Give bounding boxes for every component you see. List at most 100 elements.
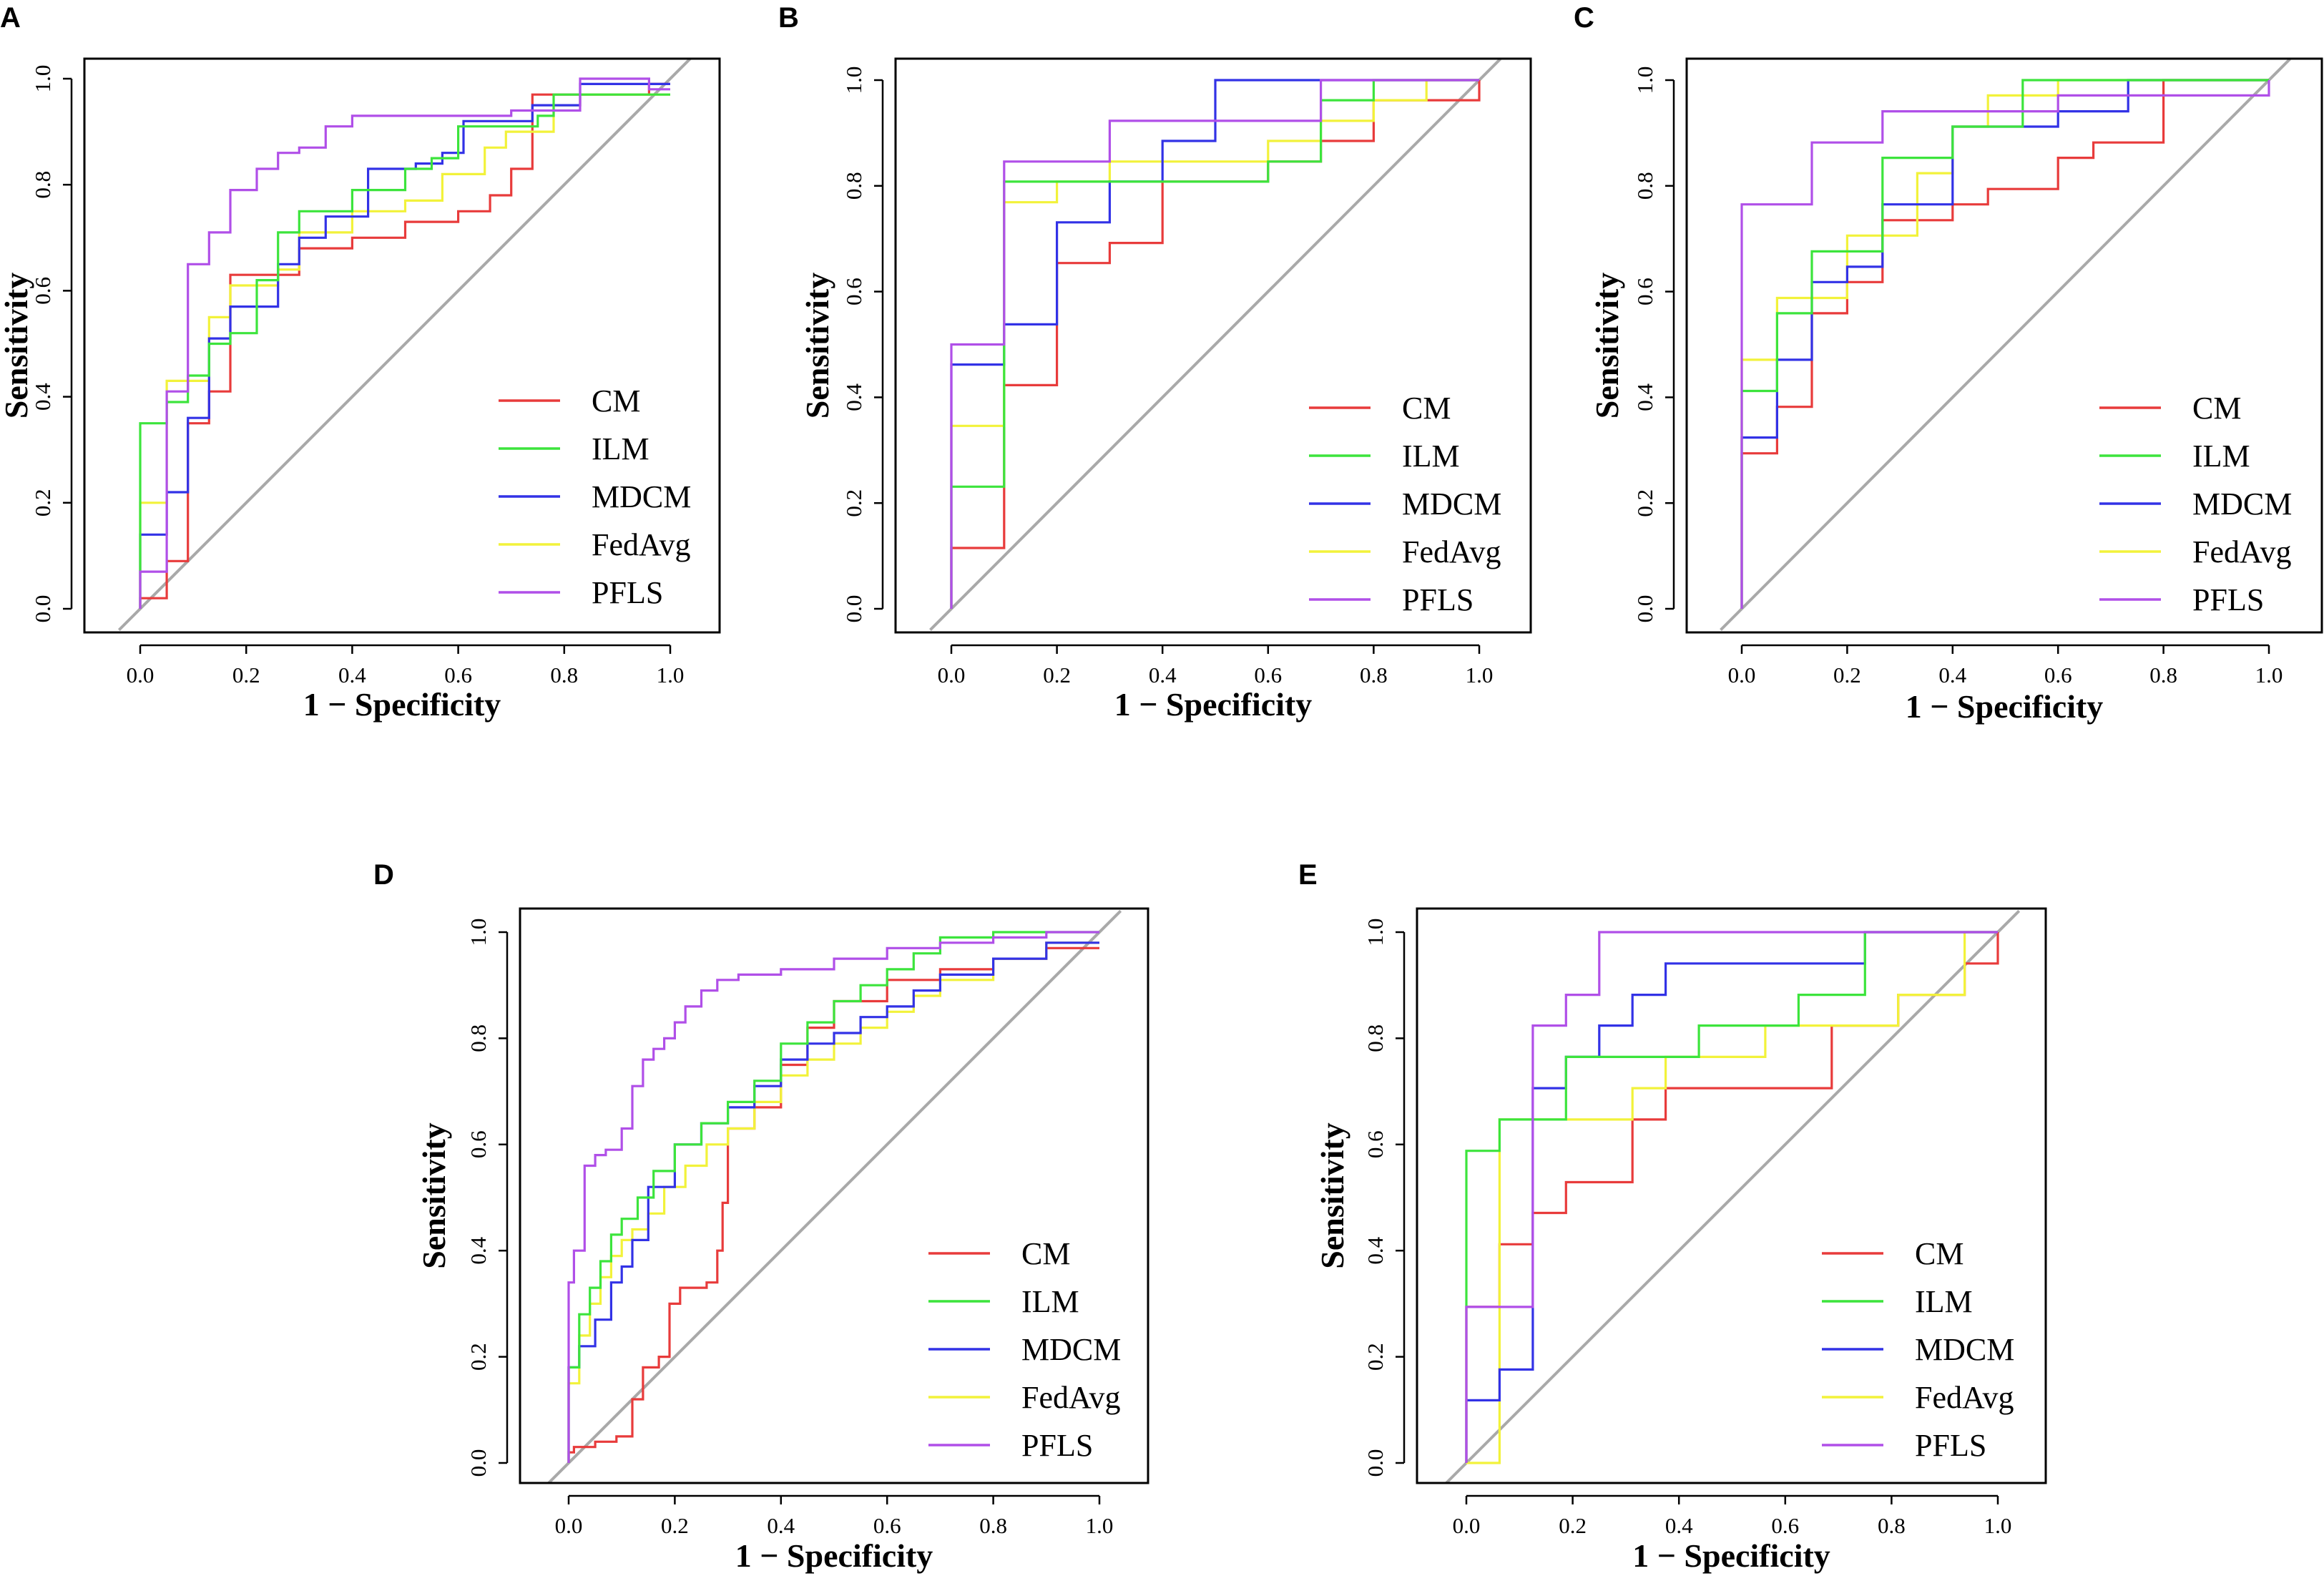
x-tick-label: 0.0 xyxy=(1453,1513,1481,1538)
x-tick-label: 0.6 xyxy=(1771,1513,1799,1538)
y-tick-label: 1.0 xyxy=(466,919,491,946)
x-tick-label: 0.0 xyxy=(555,1513,583,1538)
legend-label: CM xyxy=(1402,391,1451,426)
roc-line-cm xyxy=(139,82,670,609)
legend-label: PFLS xyxy=(1021,1428,1093,1463)
x-tick-label: 0.0 xyxy=(1728,662,1756,687)
y-axis-label: Sensitivity xyxy=(1589,273,1625,418)
y-tick-label: 1.0 xyxy=(841,67,866,94)
x-axis-label: 1 − Specificity xyxy=(735,1537,933,1574)
roc-line-pfls xyxy=(1465,931,1998,1463)
y-tick-label: 0.2 xyxy=(466,1343,491,1371)
legend-label: MDCM xyxy=(1021,1332,1121,1367)
x-tick-label: 0.2 xyxy=(661,1513,689,1538)
legend-label: ILM xyxy=(1021,1284,1079,1319)
y-tick-label: 0.4 xyxy=(1632,383,1657,411)
y-tick-label: 0.0 xyxy=(30,595,55,623)
y-tick-label: 0.4 xyxy=(1363,1236,1388,1264)
x-axis-label: 1 − Specificity xyxy=(303,686,501,723)
roc-line-ilm xyxy=(1465,931,1998,1463)
y-tick-label: 0.8 xyxy=(1632,172,1657,200)
y-tick-label: 0.8 xyxy=(30,171,55,199)
y-tick-label: 1.0 xyxy=(30,65,55,93)
x-tick-label: 1.0 xyxy=(2255,662,2283,687)
legend-label: FedAvg xyxy=(1402,534,1501,569)
panel-C: C 0.0 0.2 0.4 0.6 0.8 1.0 1 − Specificity 0.0 0.2… xyxy=(1574,2,2323,725)
panel-letter: B xyxy=(778,2,799,34)
y-tick-label: 0.6 xyxy=(30,277,55,305)
y-tick-label: 0.2 xyxy=(30,489,55,517)
panel-letter: E xyxy=(1298,859,1318,891)
y-tick-label: 0.0 xyxy=(841,595,866,623)
x-tick-label: 1.0 xyxy=(1086,1513,1114,1538)
roc-line-ilm xyxy=(567,931,1099,1463)
x-tick-label: 0.8 xyxy=(1878,1513,1906,1538)
legend-label: MDCM xyxy=(1402,486,1501,522)
roc-line-pfls xyxy=(139,77,670,609)
roc-line-mdcm xyxy=(567,941,1099,1463)
x-tick-label: 0.4 xyxy=(1149,662,1177,687)
y-tick-label: 0.4 xyxy=(466,1236,491,1264)
y-tick-label: 0.8 xyxy=(841,172,866,200)
y-axis-label: Sensitivity xyxy=(0,273,34,418)
panel-B: B 0.0 0.2 0.4 0.6 0.8 1.0 1 − Specificity 0.0 0.2… xyxy=(778,2,1532,723)
x-tick-label: 0.4 xyxy=(767,1513,795,1538)
legend-label: FedAvg xyxy=(592,527,691,562)
x-tick-label: 1.0 xyxy=(1466,662,1494,687)
chance-diagonal-line xyxy=(1720,59,2291,631)
legend-label: MDCM xyxy=(592,479,691,514)
x-tick-label: 0.4 xyxy=(1665,1513,1693,1538)
panel-A: A 0.0 0.2 0.4 0.6 0.8 1.0 1 − Specificity 0.0 0.2… xyxy=(0,2,721,723)
legend-label: FedAvg xyxy=(1021,1380,1121,1415)
y-tick-label: 0.0 xyxy=(1632,595,1657,623)
plot-frame xyxy=(1685,57,2323,634)
x-tick-label: 0.6 xyxy=(1254,662,1282,687)
plot-frame xyxy=(894,57,1532,634)
y-tick-label: 0.4 xyxy=(30,383,55,411)
x-tick-label: 0.8 xyxy=(1360,662,1388,687)
panel-letter: A xyxy=(0,2,21,34)
legend-label: ILM xyxy=(2192,439,2250,474)
legend-label: ILM xyxy=(592,431,649,466)
y-tick-label: 1.0 xyxy=(1363,919,1388,946)
legend-label: PFLS xyxy=(592,575,663,610)
roc-line-ilm xyxy=(1740,79,2269,609)
panel-letter: D xyxy=(373,859,394,891)
y-axis-label: Sensitivity xyxy=(1314,1122,1350,1268)
y-tick-label: 0.6 xyxy=(841,278,866,305)
x-tick-label: 0.6 xyxy=(2044,662,2072,687)
legend-label: FedAvg xyxy=(2192,534,2292,569)
y-tick-label: 0.8 xyxy=(1363,1024,1388,1052)
y-tick-label: 0.0 xyxy=(1363,1449,1388,1477)
y-tick-label: 0.0 xyxy=(466,1449,491,1477)
x-axis-label: 1 − Specificity xyxy=(1632,1537,1830,1574)
x-tick-label: 0.0 xyxy=(938,662,966,687)
x-tick-label: 0.2 xyxy=(1833,662,1861,687)
x-axis-label: 1 − Specificity xyxy=(1906,688,2104,725)
chance-diagonal-line xyxy=(1444,909,2021,1483)
panel-letter: C xyxy=(1574,2,1594,34)
x-tick-label: 0.6 xyxy=(873,1513,901,1538)
panel-D: D 0.0 0.2 0.4 0.6 0.8 1.0 1 − Specificity 0.0 0.2… xyxy=(373,859,1149,1574)
x-tick-label: 0.2 xyxy=(1559,1513,1587,1538)
y-tick-label: 0.4 xyxy=(841,383,866,411)
y-tick-label: 0.6 xyxy=(1632,278,1657,305)
plot-frame xyxy=(83,57,721,634)
y-tick-label: 0.8 xyxy=(466,1024,491,1052)
legend-label: PFLS xyxy=(2192,582,2264,617)
chance-diagonal-line xyxy=(929,59,1501,631)
roc-line-ilm xyxy=(950,79,1479,609)
x-tick-label: 0.2 xyxy=(1043,662,1071,687)
roc-line-ilm xyxy=(139,93,670,609)
y-tick-label: 0.6 xyxy=(1363,1130,1388,1158)
x-tick-label: 0.2 xyxy=(232,662,260,687)
legend-label: CM xyxy=(1021,1236,1070,1271)
y-tick-label: 0.2 xyxy=(841,489,866,517)
legend-label: MDCM xyxy=(1915,1332,2014,1367)
plot-frame xyxy=(1416,907,2047,1484)
legend-label: PFLS xyxy=(1402,582,1474,617)
legend-label: ILM xyxy=(1915,1284,1973,1319)
x-tick-label: 0.0 xyxy=(127,662,155,687)
y-tick-label: 0.2 xyxy=(1632,489,1657,517)
